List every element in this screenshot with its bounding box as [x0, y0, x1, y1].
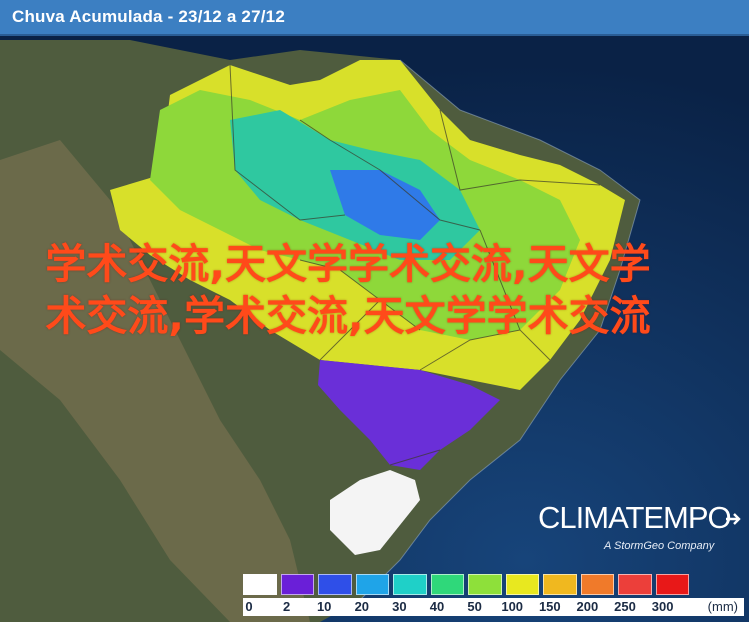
legend-swatch [280, 574, 315, 595]
legend-label: 300 [651, 599, 674, 614]
legend-swatch [655, 574, 690, 595]
legend-label: 50 [467, 599, 482, 614]
legend-label: 0 [245, 599, 253, 614]
legend-swatch [355, 574, 390, 595]
state-borders [229, 64, 601, 466]
legend-swatch [393, 574, 427, 595]
legend-label: 100 [501, 599, 524, 614]
legend-swatch [580, 574, 615, 595]
legend-label: 10 [316, 599, 332, 614]
legend-swatch [243, 574, 277, 595]
legend-swatch [505, 574, 540, 595]
rain-zone-blue [330, 170, 440, 240]
legend-label: 20 [354, 599, 370, 614]
climatempo-logo: CLIMATEMPO A StormGeo Company [538, 500, 748, 560]
brand-tagline: A StormGeo Company [604, 540, 715, 552]
title-bar: Chuva Acumulada - 23/12 a 27/12 [0, 0, 749, 36]
coastline [359, 59, 641, 601]
andes-terrain [0, 140, 310, 622]
precipitation-legend: (mm) 0 2 10 20 30 40 50 100 150 200 250 300 [243, 574, 744, 618]
legend-label: 200 [576, 599, 599, 614]
arrow-icon [726, 513, 741, 525]
legend-label: 30 [392, 599, 407, 614]
legend-color-bar [243, 574, 693, 596]
map-title: Chuva Acumulada - 23/12 a 27/12 [12, 7, 285, 26]
rain-zone-white [330, 470, 420, 555]
watermark-text: 学术交流,天文学学术交流,天文学术交流,学术交流,天文学学术交流 [45, 240, 651, 340]
legend-labels: (mm) 0 2 10 20 30 40 50 100 150 200 250 300 [243, 598, 744, 616]
legend-label: 250 [614, 599, 636, 614]
legend-swatch [318, 574, 352, 595]
brand-name: CLIMATEMPO [538, 500, 732, 535]
legend-swatch [618, 574, 652, 595]
legend-swatch [543, 574, 577, 595]
legend-swatch [430, 574, 465, 595]
legend-label: 150 [538, 599, 561, 614]
rain-zone-purple [318, 360, 500, 470]
legend-unit: (mm) [707, 599, 738, 614]
legend-label: 40 [429, 599, 445, 614]
legend-swatch [468, 574, 502, 595]
legend-label: 2 [282, 599, 291, 614]
